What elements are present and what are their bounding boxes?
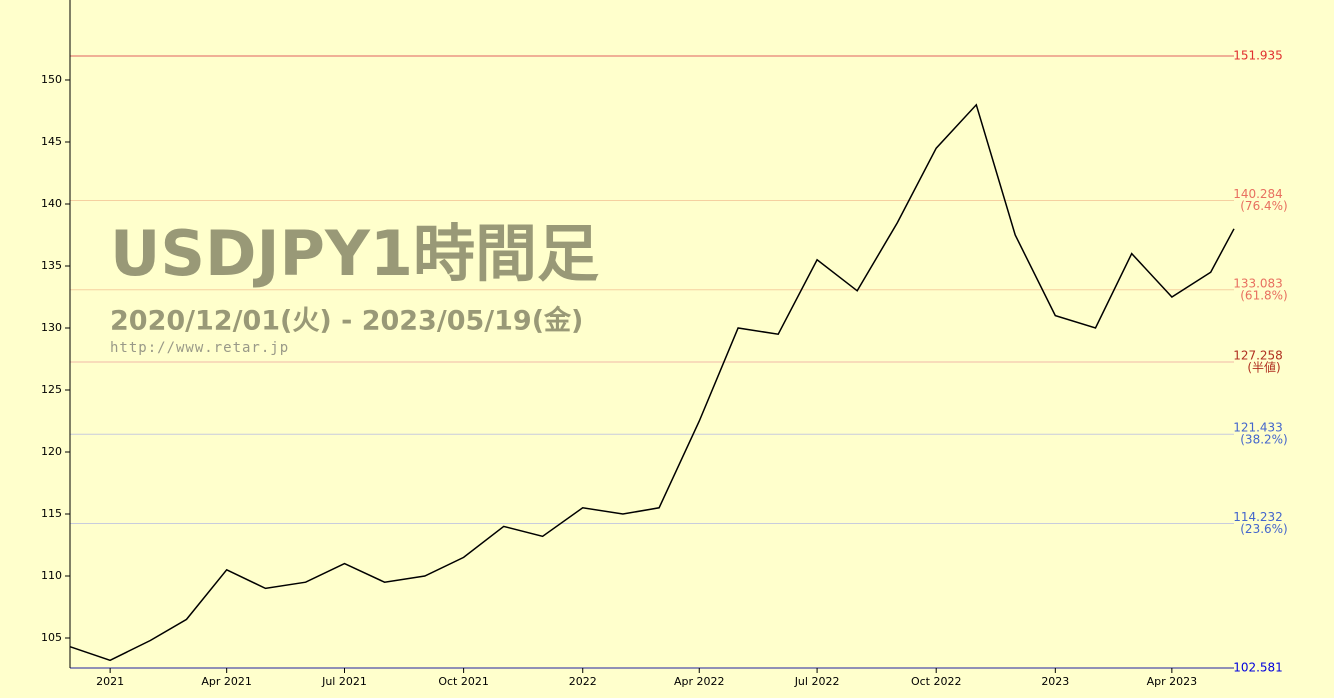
y-tick-label: 140 (41, 197, 62, 210)
level-value: 121.433 (1233, 421, 1283, 435)
y-tick-label: 120 (41, 445, 62, 458)
level-value: 140.284 (1233, 187, 1283, 201)
level-ratio: (23.6%) (1240, 522, 1287, 536)
level-ratio: (76.4%) (1240, 199, 1287, 213)
x-tick-label: 2021 (96, 675, 124, 688)
x-tick-label: Jul 2021 (321, 675, 367, 688)
x-tick-label: Jul 2022 (794, 675, 840, 688)
level-value: 102.581 (1233, 661, 1283, 675)
x-tick-label: Oct 2022 (911, 675, 962, 688)
y-tick-label: 135 (41, 259, 62, 272)
x-tick-label: Apr 2023 (1147, 675, 1198, 688)
y-tick-label: 150 (41, 73, 62, 86)
y-tick-label: 145 (41, 135, 62, 148)
y-tick-label: 130 (41, 321, 62, 334)
x-tick-label: 2023 (1041, 675, 1069, 688)
level-value: 151.935 (1233, 48, 1283, 62)
y-tick-label: 115 (41, 507, 62, 520)
x-tick-label: Apr 2022 (674, 675, 725, 688)
level-value: 133.083 (1233, 276, 1283, 290)
source: http://www.retar.jp (110, 340, 289, 356)
level-ratio: (半値) (1247, 359, 1280, 374)
x-tick-label: Oct 2021 (438, 675, 489, 688)
level-value: 127.258 (1233, 348, 1283, 362)
chart-title: USDJPY1時間足 (110, 217, 599, 290)
price-line (69, 103, 1235, 662)
level-value: 114.232 (1233, 510, 1283, 524)
level-ratio: (38.2%) (1240, 433, 1287, 447)
chart-subtitle: 2020/12/01(火) - 2023/05/19(金) (110, 305, 583, 337)
y-tick-label: 110 (41, 569, 62, 582)
y-tick-label: 125 (41, 383, 62, 396)
y-tick-label: 105 (41, 631, 62, 644)
x-tick-label: Apr 2021 (201, 675, 252, 688)
level-ratio: (61.8%) (1240, 288, 1287, 302)
x-tick-label: 2022 (569, 675, 597, 688)
